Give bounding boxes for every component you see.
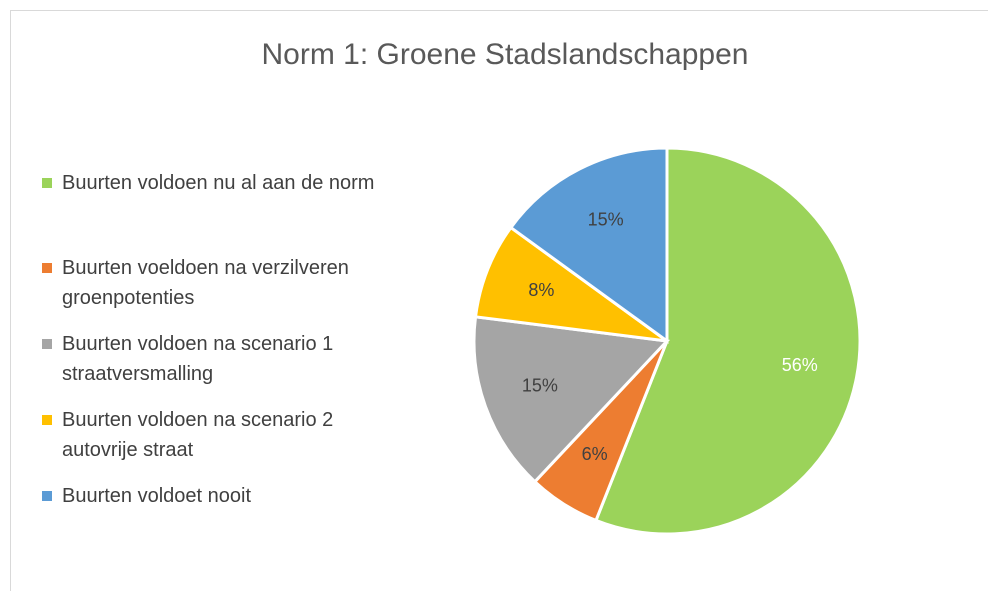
legend-item: Buurten voldoen na scenario 2 autovrije …: [42, 405, 422, 465]
legend-swatch: [42, 178, 52, 188]
legend-swatch: [42, 415, 52, 425]
data-label: 15%: [522, 376, 558, 396]
legend-label: Buurten voldoen nu al aan de norm: [62, 172, 375, 194]
legend-label: Buurten voldoen na scenario 1 straatvers…: [62, 333, 334, 385]
legend-label: Buurten voeldoen na verzilveren groenpot…: [62, 257, 349, 309]
legend-item: Buurten voldoen na scenario 1 straatvers…: [42, 329, 422, 389]
legend-item: Buurten voldoet nooit: [42, 481, 422, 511]
pie-slice: [473, 225, 668, 343]
data-label: 8%: [528, 280, 554, 300]
pie-slice: [594, 146, 862, 536]
pie-slice: [472, 315, 671, 484]
pie-slice: [508, 146, 669, 344]
legend-item: Buurten voeldoen na verzilveren groenpot…: [42, 253, 422, 313]
data-label: 6%: [582, 444, 608, 464]
legend-swatch: [42, 339, 52, 349]
data-label: 15%: [588, 209, 624, 229]
chart-title: Norm 1: Groene Stadslandschappen: [261, 38, 749, 71]
legend-item: Buurten voldoen nu al aan de norm: [42, 168, 422, 198]
legend-label: Buurten voldoen na scenario 2 autovrije …: [62, 409, 334, 461]
chart-frame: [10, 10, 988, 591]
legend-swatch: [42, 263, 52, 273]
legend-label: Buurten voldoet nooit: [62, 485, 252, 507]
legend: Buurten voldoen nu al aan de norm Buurten…: [42, 168, 422, 511]
data-label: 56%: [782, 355, 818, 375]
legend-swatch: [42, 491, 52, 501]
